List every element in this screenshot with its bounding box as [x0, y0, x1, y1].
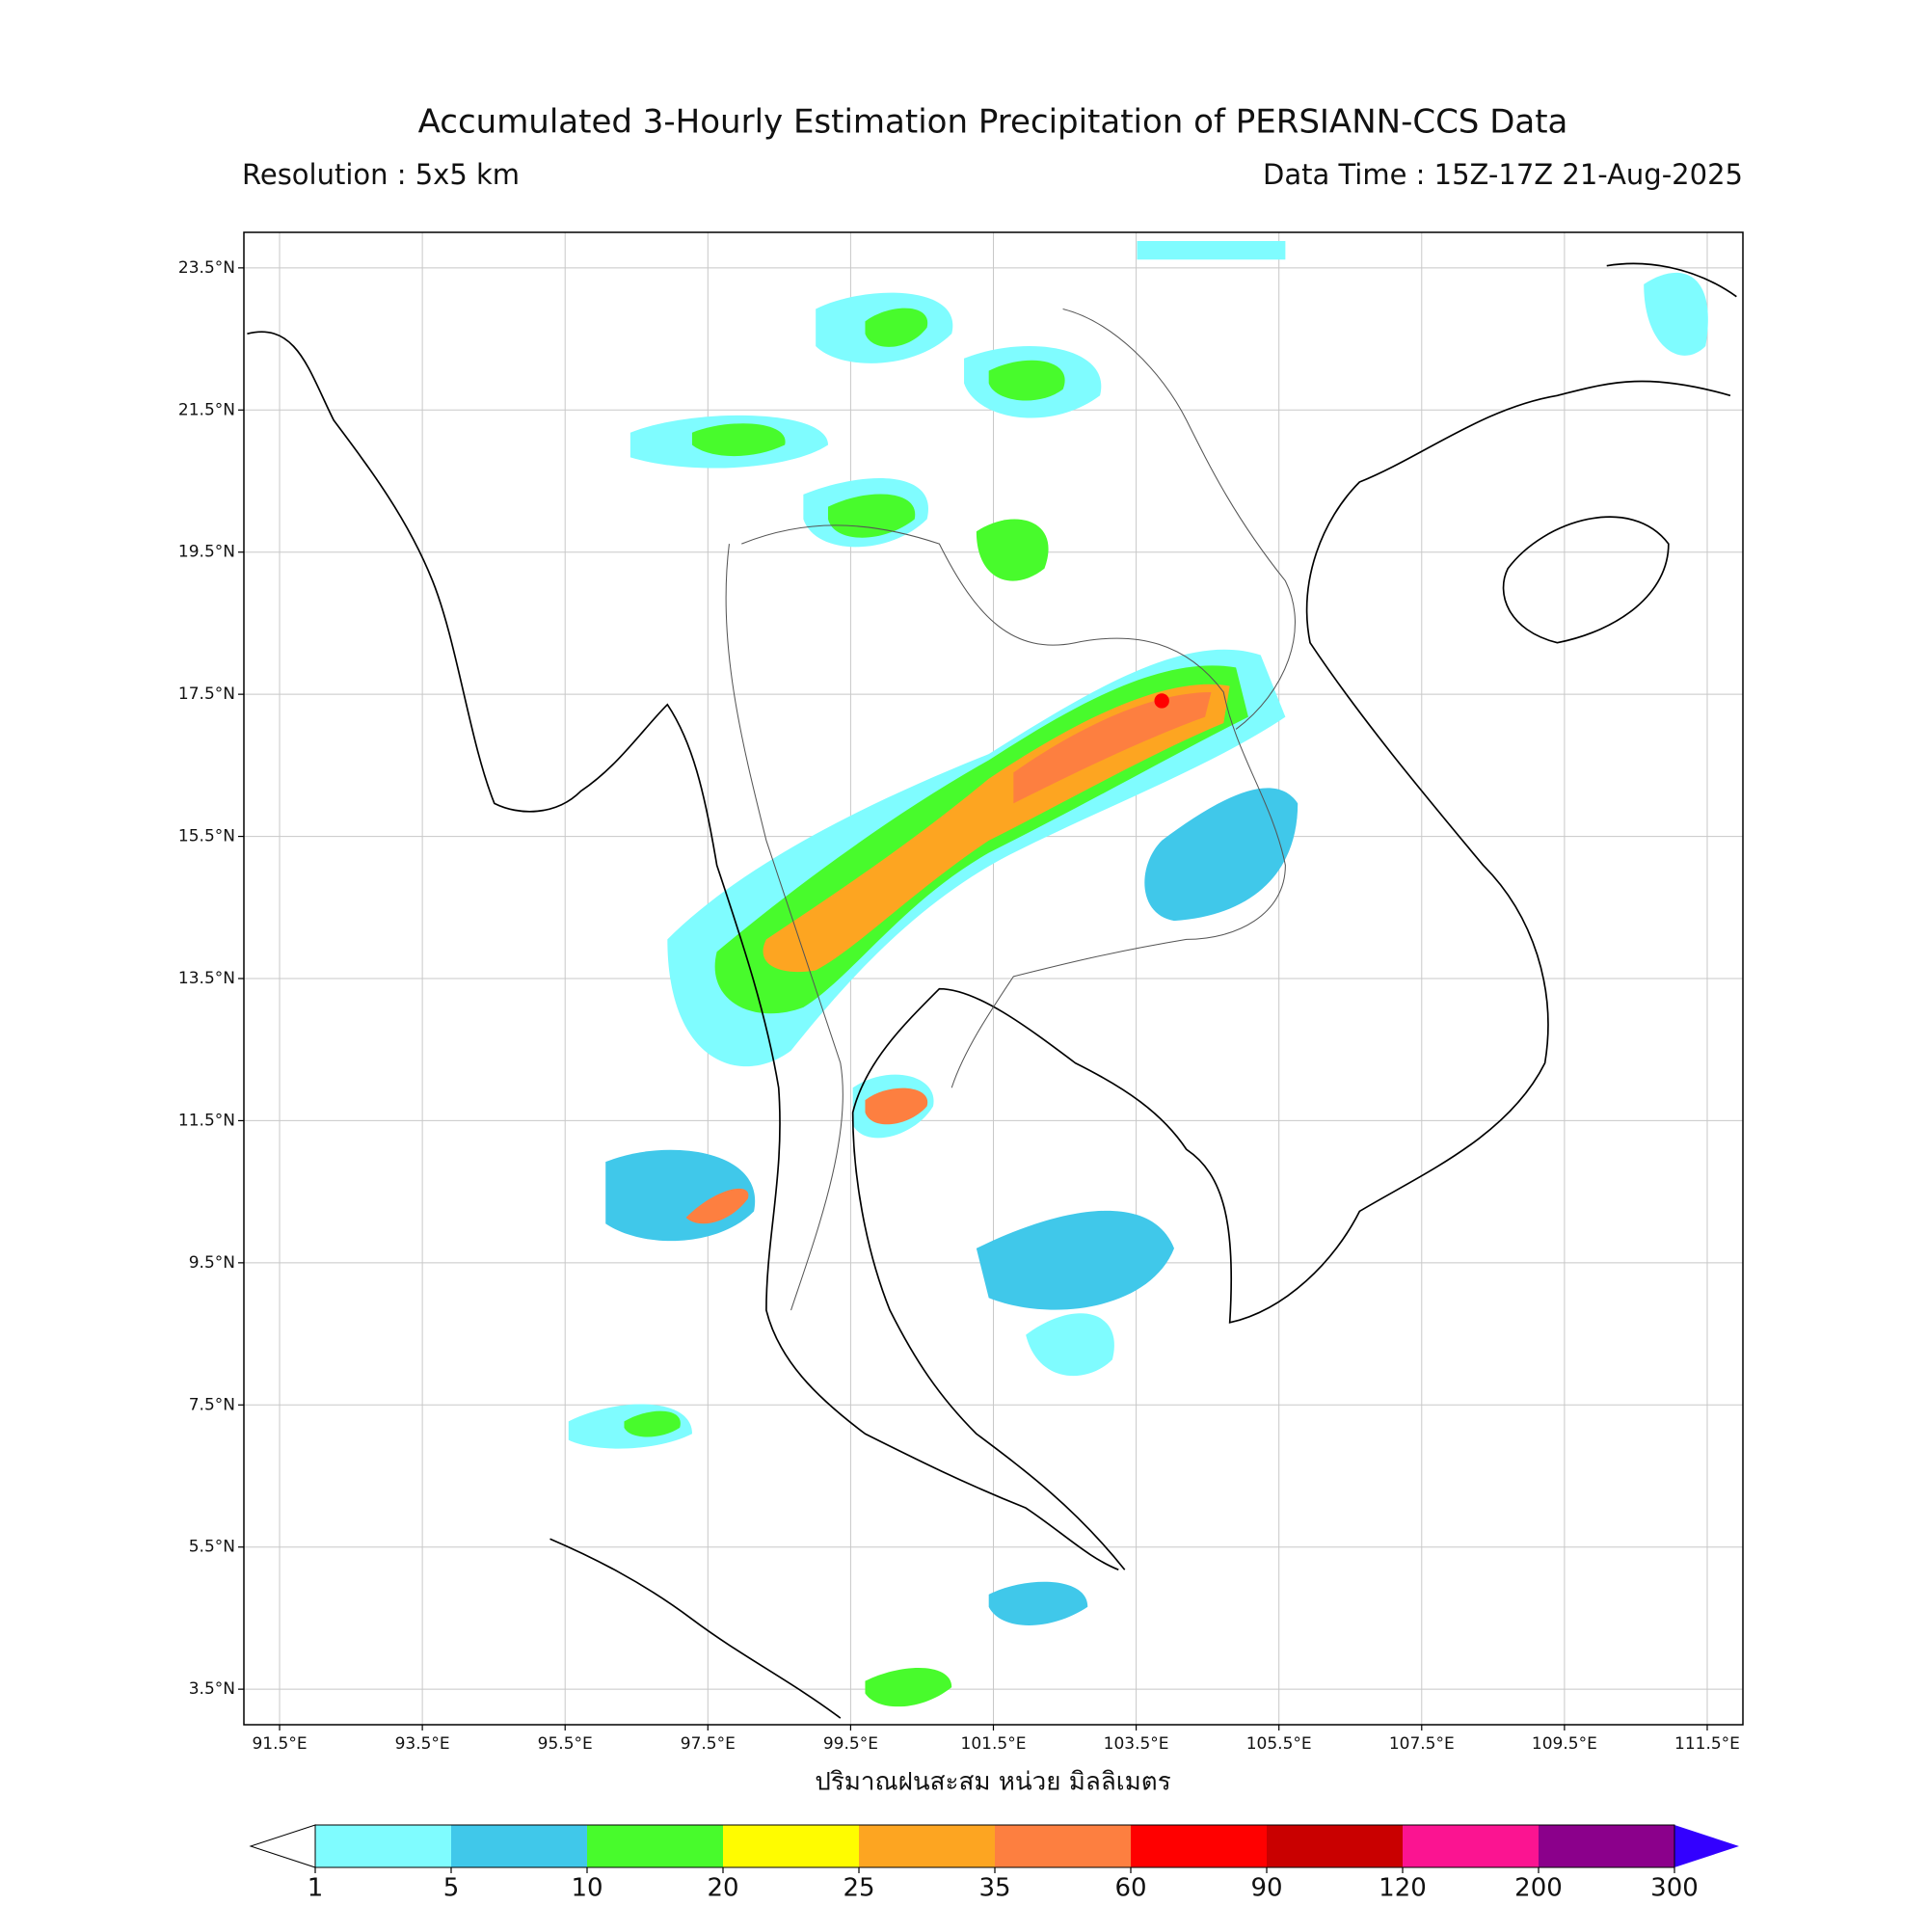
y-tick-label: 5.5°N	[189, 1538, 235, 1557]
y-tick-label: 23.5°N	[178, 258, 235, 278]
coastlines	[247, 262, 1737, 1719]
colorbar-box	[315, 1825, 451, 1867]
x-tick-label: 103.5°E	[1104, 1734, 1169, 1754]
axis-layer: 91.5°E 93.5°E 95.5°E 97.5°E 99.5°E 101.5°E 103…	[178, 258, 1740, 1754]
y-tick-label: 17.5°N	[178, 684, 235, 704]
x-tick-label: 107.5°E	[1389, 1734, 1455, 1754]
colorbar-label: 90	[1250, 1874, 1282, 1903]
colorbar-over	[1674, 1825, 1739, 1867]
colorbar-box	[1267, 1825, 1403, 1867]
y-tick-label: 9.5°N	[189, 1253, 235, 1273]
y-tick-label: 21.5°N	[178, 400, 235, 419]
colorbar-box	[995, 1825, 1131, 1867]
x-tick-label: 105.5°E	[1246, 1734, 1312, 1754]
colorbar-box	[587, 1825, 723, 1867]
colorbar-label: 25	[843, 1874, 874, 1903]
colorbar-label: 35	[978, 1874, 1010, 1903]
colorbar-label: 20	[707, 1874, 738, 1903]
colorbar-box	[859, 1825, 995, 1867]
y-tick-label: 15.5°N	[178, 827, 235, 846]
colorbar-label: 10	[571, 1874, 602, 1903]
rain-field	[247, 241, 1737, 1719]
y-tick-label: 19.5°N	[178, 543, 235, 562]
rain-shapes	[568, 241, 1708, 1707]
x-tick-label: 111.5°E	[1674, 1734, 1740, 1754]
y-tick-label: 3.5°N	[189, 1679, 235, 1699]
x-tick-label: 97.5°E	[681, 1734, 736, 1754]
colorbar-label: 300	[1650, 1874, 1699, 1903]
colorbar-label: 60	[1114, 1874, 1146, 1903]
colorbar-box	[1539, 1825, 1674, 1867]
colorbar-under	[249, 1824, 316, 1868]
title: Accumulated 3-Hourly Estimation Precipit…	[418, 103, 1568, 142]
x-tick-label: 91.5°E	[252, 1734, 307, 1754]
colorbar-box	[451, 1825, 587, 1867]
data-time: Data Time : 15Z-17Z 21-Aug-2025	[1263, 158, 1743, 191]
colorbar-box	[1403, 1825, 1539, 1867]
colorbar-label: 5	[443, 1874, 460, 1903]
x-tick-label: 95.5°E	[538, 1734, 593, 1754]
colorbar-box	[1131, 1825, 1267, 1867]
colorbar-label: 200	[1514, 1874, 1563, 1903]
borders	[725, 309, 1296, 1311]
colorbar-label: 1	[308, 1874, 324, 1903]
y-tick-label: 7.5°N	[189, 1395, 235, 1414]
resolution: Resolution : 5x5 km	[242, 158, 520, 191]
x-tick-label: 99.5°E	[823, 1734, 878, 1754]
x-tick-label: 93.5°E	[395, 1734, 450, 1754]
y-tick-label: 11.5°N	[178, 1111, 235, 1130]
colorbar-label: 120	[1379, 1874, 1427, 1903]
x-tick-label: 101.5°E	[961, 1734, 1027, 1754]
y-tick-label: 13.5°N	[178, 969, 235, 988]
colorbar: 1 5 10 20 25 35 60 90 120 200 300	[249, 1824, 1739, 1903]
grid-layer	[244, 232, 1743, 1725]
x-tick-label: 109.5°E	[1532, 1734, 1597, 1754]
x-axis-title: ปริมาณฝนสะสม หน่วย มิลลิเมตร	[815, 1768, 1170, 1797]
colorbar-box	[723, 1825, 859, 1867]
